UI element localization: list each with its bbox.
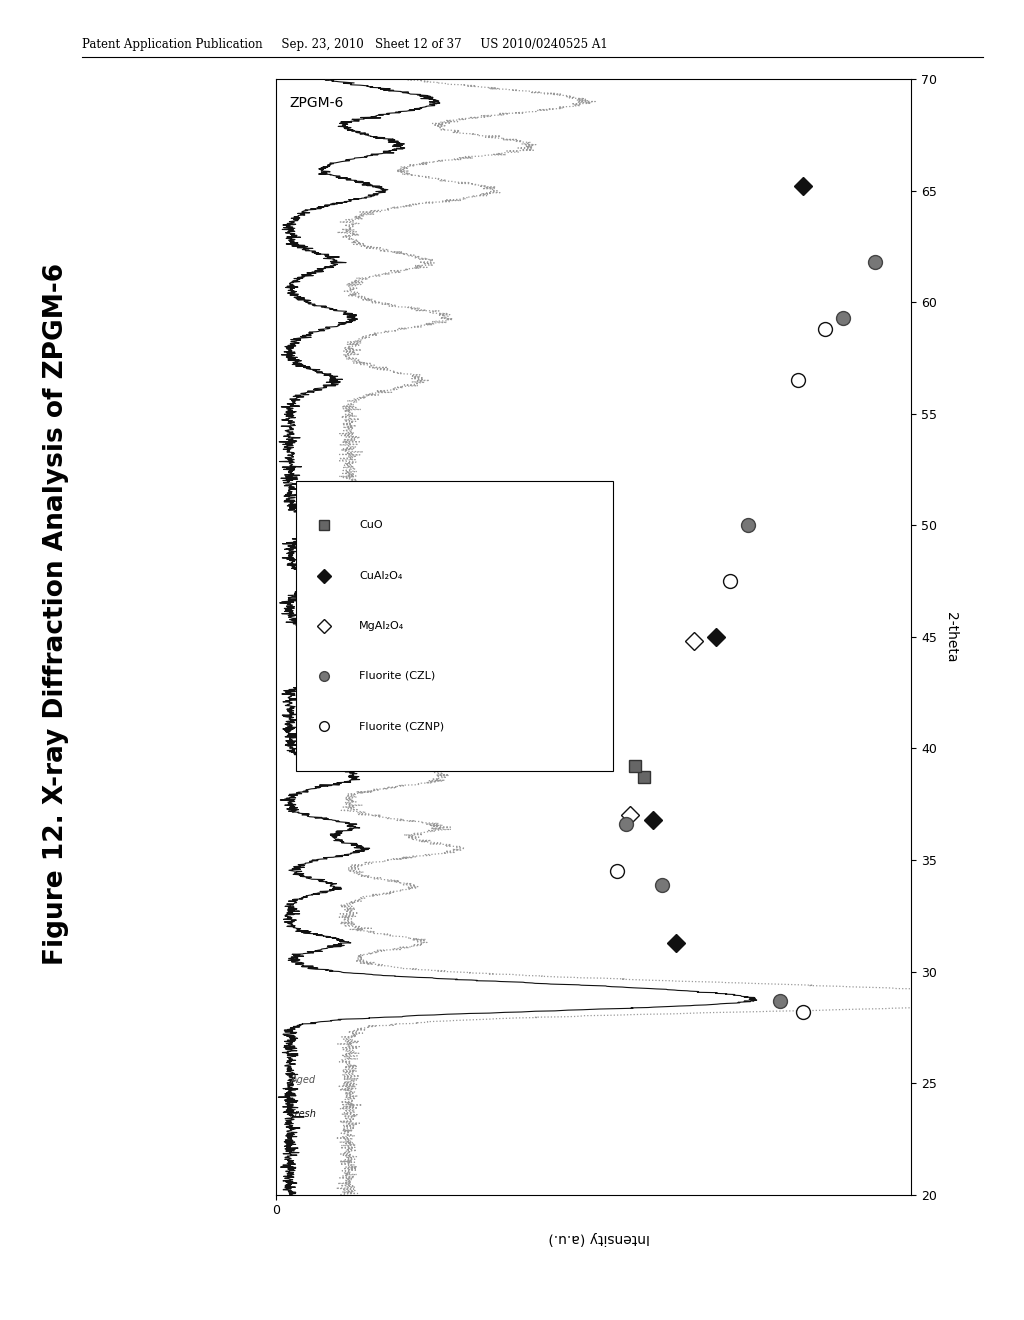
- Text: MgAl₂O₄: MgAl₂O₄: [359, 620, 404, 631]
- Text: Intensity (a.u.): Intensity (a.u.): [548, 1232, 650, 1245]
- Y-axis label: 2-theta: 2-theta: [944, 611, 957, 663]
- Text: Aged: Aged: [290, 1074, 315, 1085]
- Bar: [296, 480, 613, 771]
- Text: Fluorite (CZNP): Fluorite (CZNP): [359, 721, 444, 731]
- Text: ZPGM-6: ZPGM-6: [289, 96, 344, 110]
- Text: Fresh: Fresh: [290, 1109, 317, 1118]
- Text: Figure 12. X-ray Diffraction Analysis of ZPGM-6: Figure 12. X-ray Diffraction Analysis of…: [43, 263, 70, 965]
- Text: CuAl₂O₄: CuAl₂O₄: [359, 570, 402, 581]
- Text: Patent Application Publication     Sep. 23, 2010   Sheet 12 of 37     US 2010/02: Patent Application Publication Sep. 23, …: [82, 37, 607, 50]
- Text: CuO: CuO: [359, 520, 383, 531]
- Text: Fluorite (CZL): Fluorite (CZL): [359, 671, 435, 681]
